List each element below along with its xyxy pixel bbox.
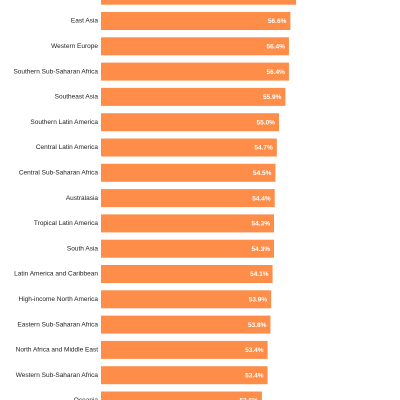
- value-label: 54.3%: [252, 221, 271, 228]
- category-label: Western Europe: [51, 43, 98, 50]
- bar: [101, 62, 289, 81]
- category-label: Latin America and Caribbean: [14, 271, 98, 278]
- category-label: Central Latin America: [36, 144, 99, 151]
- value-label: 56.4%: [267, 69, 286, 76]
- bar: [101, 138, 277, 157]
- category-label: Southern Latin America: [30, 119, 98, 126]
- value-label: 54.4%: [252, 195, 271, 202]
- category-label: Western Sub-Saharan Africa: [16, 372, 99, 379]
- value-label: 53.8%: [248, 322, 267, 329]
- bar: [101, 366, 268, 385]
- category-label: Central Sub-Saharan Africa: [19, 170, 99, 177]
- category-label: East Asia: [71, 18, 98, 25]
- bar: [101, 12, 291, 30]
- value-label: 56.4%: [267, 44, 286, 51]
- bar: [101, 163, 276, 182]
- bar: [101, 37, 289, 56]
- value-label: 54.1%: [250, 271, 269, 278]
- bar: [101, 290, 272, 309]
- value-label: 52.6%: [239, 398, 258, 400]
- value-label: 53.4%: [245, 372, 264, 379]
- value-label: 53.9%: [249, 297, 268, 304]
- category-label: Australasia: [66, 195, 99, 202]
- bar: [101, 87, 286, 106]
- bar: [101, 0, 297, 5]
- category-label: Tropical Latin America: [34, 220, 98, 227]
- bar: [101, 391, 262, 400]
- category-label: South Asia: [67, 245, 98, 252]
- value-label: 56.6%: [268, 18, 287, 25]
- category-label: Southeast Asia: [55, 94, 99, 101]
- category-label: Oceania: [74, 397, 99, 400]
- value-label: 54.5%: [253, 170, 272, 177]
- category-label: Eastern Sub-Saharan Africa: [17, 321, 98, 328]
- category-label: High-income North America: [19, 296, 99, 303]
- value-label: 55.9%: [263, 94, 282, 101]
- category-label: North Africa and Middle East: [16, 347, 99, 354]
- value-label: 54.7%: [254, 145, 273, 152]
- bar: [101, 113, 279, 132]
- bar: [101, 239, 274, 258]
- value-label: 55.0%: [257, 119, 276, 126]
- bar: [101, 265, 273, 283]
- bar: [101, 214, 274, 233]
- bar: [101, 315, 271, 334]
- category-label: Southern Sub-Saharan Africa: [13, 68, 98, 75]
- bar: [101, 189, 275, 208]
- value-label: 54.3%: [252, 246, 271, 253]
- value-label: 53.4%: [245, 347, 264, 354]
- bar: [101, 340, 268, 359]
